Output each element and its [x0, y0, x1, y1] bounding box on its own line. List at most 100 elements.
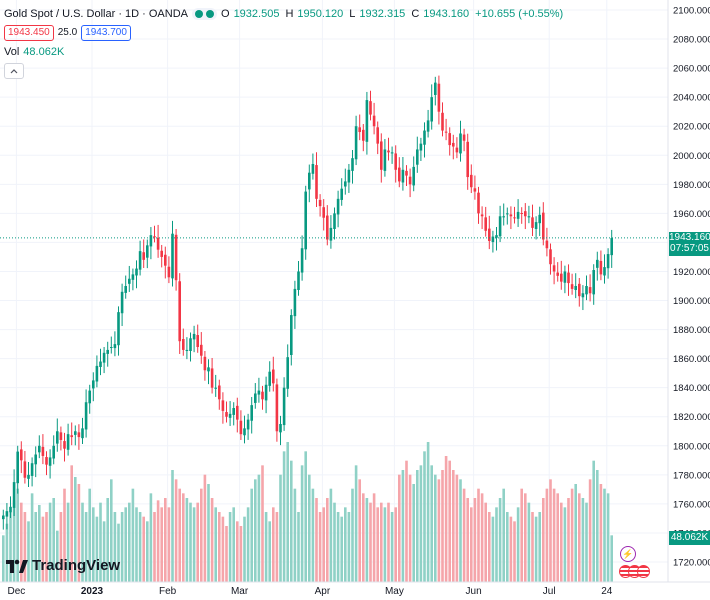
volume-bar	[142, 516, 145, 582]
volume-bar	[524, 493, 527, 582]
price-tick-label: 2040.000	[673, 93, 710, 104]
volume-bar	[135, 507, 138, 582]
volume-bar	[592, 460, 595, 582]
candle-body	[257, 390, 261, 395]
candle-body	[401, 169, 405, 183]
symbol-title[interactable]: Gold Spot / U.S. Dollar · 1D · OANDA	[4, 7, 188, 20]
candle-body	[236, 405, 239, 420]
legend-status-icons[interactable]	[192, 7, 217, 20]
volume-bar	[200, 488, 203, 582]
volume-bar	[473, 498, 477, 582]
volume-bar	[275, 512, 279, 582]
price-tick-label: 2000.000	[673, 151, 710, 162]
volume-bar	[567, 498, 570, 582]
candle-body	[117, 312, 120, 346]
volume-bar	[516, 507, 520, 582]
volume-bar	[225, 526, 228, 582]
volume-bar	[380, 502, 383, 582]
candle-body	[502, 216, 505, 218]
volume-bar	[232, 507, 235, 582]
time-axis: Dec 2023 Feb Mar Apr May Jun Jul 24	[0, 581, 710, 597]
volume-bar	[297, 512, 300, 582]
volume-bar	[228, 512, 232, 582]
volume-bar	[254, 479, 257, 582]
volume-bar	[513, 521, 516, 582]
candle-body	[549, 249, 552, 265]
tradingview-logo-icon	[6, 559, 28, 573]
candle-body	[398, 167, 401, 182]
candle-body	[52, 445, 55, 459]
volume-bar	[304, 451, 307, 582]
volume-bar	[92, 507, 95, 582]
volume-bar	[315, 498, 318, 582]
candle-body	[63, 441, 66, 449]
volume-bar	[48, 502, 52, 582]
volume-bar	[527, 502, 531, 582]
candle-body	[560, 273, 563, 282]
last-price-tag: 1943.160 07:57:05	[669, 232, 710, 256]
volume-bar	[387, 502, 390, 582]
us-flag-icon[interactable]	[637, 565, 650, 578]
sell-button[interactable]: 1943.450	[4, 24, 54, 41]
candle-body	[164, 254, 167, 266]
candle-body	[23, 461, 27, 478]
volume-bar	[502, 488, 505, 582]
price-tick-label: 1720.000	[673, 558, 710, 569]
candle-body	[59, 432, 63, 440]
candle-body	[142, 252, 145, 260]
economic-events[interactable]	[619, 565, 650, 578]
candle-body	[34, 454, 37, 465]
volume-bar	[329, 488, 333, 582]
volume-label[interactable]: Vol	[4, 45, 20, 58]
time-tick-label: Feb	[159, 586, 177, 597]
volume-bar	[16, 488, 19, 582]
candle-body	[66, 434, 70, 450]
candle-body	[419, 143, 423, 151]
volume-bar	[326, 498, 329, 582]
price-tick-label: 1980.000	[673, 180, 710, 191]
ohlc-close-key: C	[411, 7, 420, 20]
price-axis: 2100.000 2080.000 2060.000 2040.000 2020.000…	[667, 0, 710, 582]
price-tick-label: 1820.000	[673, 412, 710, 423]
volume-bar	[203, 474, 207, 582]
time-tick-label: 24	[601, 586, 613, 597]
candle-body	[563, 271, 567, 283]
candle-body	[304, 191, 307, 250]
volume-bar	[185, 498, 189, 582]
price-tick-label: 1780.000	[673, 470, 710, 481]
candle-body	[405, 170, 408, 176]
volume-bar	[365, 498, 369, 582]
candle-body	[455, 147, 459, 153]
volume-bar	[459, 479, 462, 582]
volume-bar	[455, 474, 459, 582]
buy-button[interactable]: 1943.700	[81, 24, 131, 41]
time-tick-label: Jul	[543, 586, 556, 597]
volume-bar	[30, 493, 34, 582]
candle-body	[488, 228, 491, 241]
volume-bar	[113, 512, 117, 582]
candle-body	[297, 271, 300, 290]
time-tick-label: 2023	[81, 586, 104, 597]
collapse-legend-button[interactable]	[4, 62, 24, 79]
candle-body	[556, 272, 559, 276]
candle-body	[254, 393, 257, 403]
price-tick-label: 2100.000	[673, 6, 710, 17]
candle-body	[596, 259, 599, 268]
lightning-icon[interactable]: ⚡	[620, 546, 636, 562]
tradingview-logo[interactable]: TradingView	[6, 557, 120, 574]
volume-bar	[99, 502, 102, 582]
candle-body	[394, 153, 397, 170]
candle-body	[246, 419, 250, 430]
candle-body	[538, 214, 541, 224]
candle-body	[171, 233, 174, 279]
volume-bar	[20, 502, 23, 582]
volume-bar	[95, 516, 99, 582]
candle-body	[99, 361, 102, 367]
price-tick-label: 1920.000	[673, 267, 710, 278]
volume-bar	[362, 493, 365, 582]
candle-body	[495, 235, 498, 238]
candle-body	[599, 260, 603, 275]
candle-body	[380, 141, 383, 170]
candle-body	[113, 344, 117, 349]
